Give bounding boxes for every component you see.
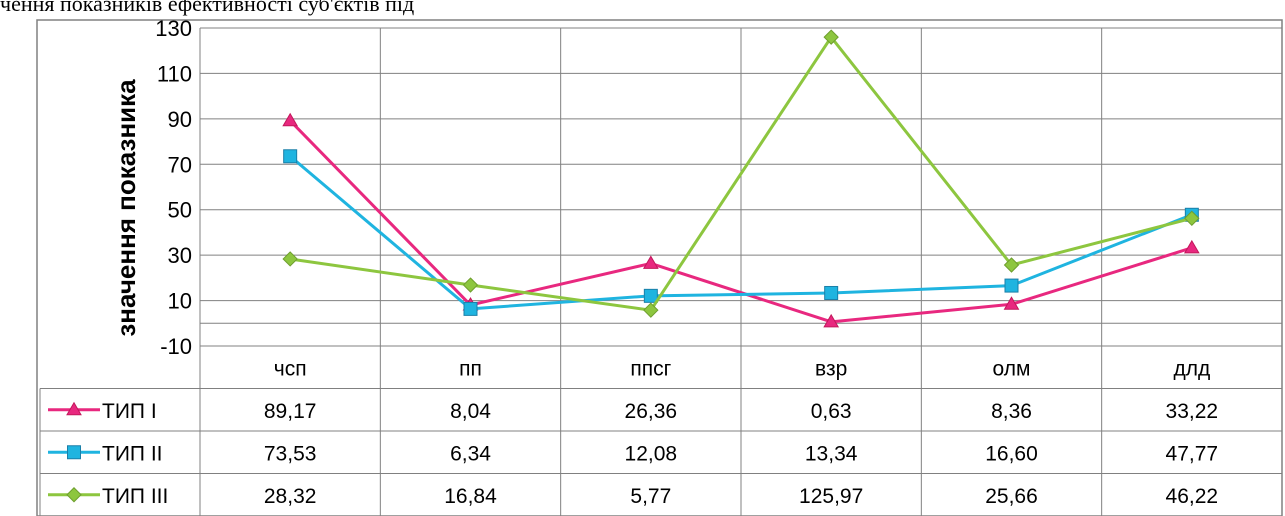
chart-frame: [36, 19, 1283, 516]
y-tick-label: 50: [168, 198, 192, 223]
legend-label: ТИП І: [102, 400, 157, 423]
y-tick-label: 90: [168, 107, 192, 132]
data-point: [1003, 296, 1020, 310]
legend-marker: [66, 487, 82, 503]
data-label: 12,08: [625, 442, 678, 465]
data-point: [1003, 257, 1020, 273]
data-point: [463, 301, 478, 316]
data-point: [1004, 278, 1019, 293]
data-label: 16,84: [444, 485, 497, 508]
category-label: чсп: [274, 357, 307, 380]
data-point: [643, 302, 659, 318]
gridlines: [199, 27, 1282, 516]
y-axis-ticks: -10 10 30 50 70 90 110 130: [155, 16, 192, 359]
y-tick-label: 130: [155, 16, 192, 41]
data-table: чсп пп ппсг взр олм длд ТИП І 89,17 8,04 26,36 0,6…: [39, 345, 1283, 516]
data-label: 8,04: [450, 400, 491, 423]
data-point: [823, 29, 839, 45]
data-label: 0,63: [811, 400, 852, 423]
data-label: 26,36: [625, 400, 678, 423]
data-point: [283, 149, 298, 164]
data-point: [1184, 210, 1200, 227]
data-point: [282, 251, 298, 267]
data-label: 73,53: [264, 442, 317, 465]
data-point: [642, 255, 659, 269]
category-label: длд: [1173, 357, 1210, 380]
data-label: 125,97: [799, 485, 863, 508]
data-point: [643, 288, 658, 303]
series-line: [289, 35, 1193, 312]
data-label: 13,34: [805, 442, 858, 465]
y-tick-label: 30: [168, 243, 192, 268]
y-tick-label: 10: [168, 289, 192, 314]
data-label: 25,66: [985, 485, 1038, 508]
data-point: [1183, 239, 1200, 254]
data-label: 33,22: [1166, 400, 1219, 423]
data-label: 47,77: [1166, 442, 1219, 465]
data-point: [823, 313, 840, 328]
y-tick-label: 70: [168, 152, 192, 177]
data-label: 46,22: [1166, 485, 1219, 508]
legend-label: ТИП ІІ: [102, 442, 163, 465]
category-label: взр: [815, 357, 847, 380]
series-line: [289, 155, 1193, 311]
data-point: [282, 112, 299, 127]
series-lines: [282, 29, 1200, 328]
category-label: ппсг: [630, 357, 671, 380]
data-label: 89,17: [264, 400, 317, 423]
y-axis-label: значення показника: [111, 79, 141, 337]
data-point: [462, 277, 479, 293]
data-label: 28,32: [264, 485, 317, 508]
legend-marker: [67, 445, 81, 460]
legend-marker: [66, 401, 82, 416]
category-label: олм: [993, 357, 1031, 380]
y-tick-label: 110: [157, 61, 192, 86]
legend-label: ТИП ІІІ: [102, 485, 168, 508]
data-label: 5,77: [630, 485, 671, 508]
data-label: 6,34: [450, 442, 491, 465]
data-point: [824, 285, 839, 300]
figure-caption: чення показників ефективності суб'єктів …: [0, 0, 415, 16]
series-line: [289, 119, 1193, 324]
y-tick-label: -10: [160, 334, 192, 359]
category-label: пп: [459, 357, 482, 380]
data-label: 8,36: [991, 400, 1032, 423]
data-label: 16,60: [985, 442, 1038, 465]
